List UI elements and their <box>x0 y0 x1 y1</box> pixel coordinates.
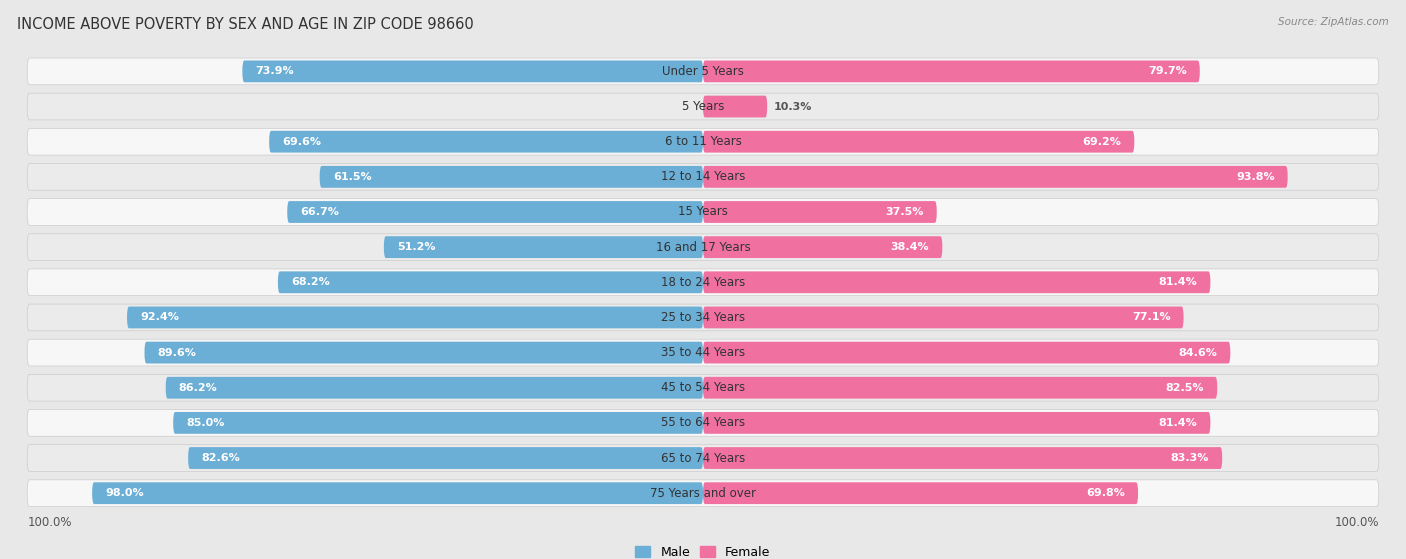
FancyBboxPatch shape <box>27 269 1379 296</box>
Text: 84.6%: 84.6% <box>1178 348 1218 358</box>
FancyBboxPatch shape <box>27 375 1379 401</box>
Text: 45 to 54 Years: 45 to 54 Years <box>661 381 745 394</box>
Text: 89.6%: 89.6% <box>157 348 197 358</box>
Text: 25 to 34 Years: 25 to 34 Years <box>661 311 745 324</box>
FancyBboxPatch shape <box>703 272 1211 293</box>
Text: 69.2%: 69.2% <box>1083 137 1121 146</box>
FancyBboxPatch shape <box>27 129 1379 155</box>
Text: 86.2%: 86.2% <box>179 383 218 393</box>
FancyBboxPatch shape <box>319 166 703 188</box>
Text: INCOME ABOVE POVERTY BY SEX AND AGE IN ZIP CODE 98660: INCOME ABOVE POVERTY BY SEX AND AGE IN Z… <box>17 17 474 32</box>
Text: Under 5 Years: Under 5 Years <box>662 65 744 78</box>
Text: 6 to 11 Years: 6 to 11 Years <box>665 135 741 148</box>
FancyBboxPatch shape <box>703 306 1184 328</box>
Text: 98.0%: 98.0% <box>105 488 143 498</box>
Text: 82.6%: 82.6% <box>201 453 240 463</box>
FancyBboxPatch shape <box>27 410 1379 436</box>
FancyBboxPatch shape <box>703 201 936 223</box>
Text: 82.5%: 82.5% <box>1166 383 1204 393</box>
FancyBboxPatch shape <box>703 60 1199 82</box>
Text: 65 to 74 Years: 65 to 74 Years <box>661 452 745 465</box>
FancyBboxPatch shape <box>27 58 1379 85</box>
FancyBboxPatch shape <box>27 445 1379 471</box>
Text: 35 to 44 Years: 35 to 44 Years <box>661 346 745 359</box>
FancyBboxPatch shape <box>27 198 1379 225</box>
Text: 18 to 24 Years: 18 to 24 Years <box>661 276 745 289</box>
Text: 77.1%: 77.1% <box>1132 312 1170 323</box>
Text: 38.4%: 38.4% <box>890 242 929 252</box>
FancyBboxPatch shape <box>27 93 1379 120</box>
Text: 37.5%: 37.5% <box>886 207 924 217</box>
FancyBboxPatch shape <box>27 304 1379 331</box>
FancyBboxPatch shape <box>27 339 1379 366</box>
Text: 81.4%: 81.4% <box>1159 277 1198 287</box>
FancyBboxPatch shape <box>703 412 1211 434</box>
FancyBboxPatch shape <box>703 131 1135 153</box>
Text: 51.2%: 51.2% <box>396 242 436 252</box>
Text: 55 to 64 Years: 55 to 64 Years <box>661 416 745 429</box>
FancyBboxPatch shape <box>703 447 1222 469</box>
Text: 73.9%: 73.9% <box>256 67 294 77</box>
Text: 15 Years: 15 Years <box>678 206 728 219</box>
FancyBboxPatch shape <box>166 377 703 399</box>
Text: 61.5%: 61.5% <box>333 172 371 182</box>
FancyBboxPatch shape <box>27 163 1379 190</box>
Text: 75 Years and over: 75 Years and over <box>650 487 756 500</box>
FancyBboxPatch shape <box>27 234 1379 260</box>
Text: 100.0%: 100.0% <box>1334 516 1379 529</box>
Text: 68.2%: 68.2% <box>291 277 330 287</box>
Text: 100.0%: 100.0% <box>27 516 72 529</box>
FancyBboxPatch shape <box>703 482 1137 504</box>
FancyBboxPatch shape <box>242 60 703 82</box>
Text: 10.3%: 10.3% <box>773 102 813 112</box>
FancyBboxPatch shape <box>287 201 703 223</box>
FancyBboxPatch shape <box>703 236 942 258</box>
Text: 12 to 14 Years: 12 to 14 Years <box>661 170 745 183</box>
FancyBboxPatch shape <box>188 447 703 469</box>
FancyBboxPatch shape <box>703 166 1288 188</box>
Text: 81.4%: 81.4% <box>1159 418 1198 428</box>
FancyBboxPatch shape <box>703 342 1230 363</box>
Legend: Male, Female: Male, Female <box>630 541 776 559</box>
Text: Source: ZipAtlas.com: Source: ZipAtlas.com <box>1278 17 1389 27</box>
Text: 69.8%: 69.8% <box>1085 488 1125 498</box>
FancyBboxPatch shape <box>93 482 703 504</box>
FancyBboxPatch shape <box>145 342 703 363</box>
FancyBboxPatch shape <box>127 306 703 328</box>
FancyBboxPatch shape <box>703 377 1218 399</box>
FancyBboxPatch shape <box>278 272 703 293</box>
FancyBboxPatch shape <box>173 412 703 434</box>
FancyBboxPatch shape <box>703 96 768 117</box>
Text: 92.4%: 92.4% <box>141 312 179 323</box>
FancyBboxPatch shape <box>384 236 703 258</box>
Text: 5 Years: 5 Years <box>682 100 724 113</box>
Text: 79.7%: 79.7% <box>1147 67 1187 77</box>
FancyBboxPatch shape <box>27 480 1379 506</box>
Text: 93.8%: 93.8% <box>1236 172 1275 182</box>
Text: 83.3%: 83.3% <box>1171 453 1209 463</box>
Text: 69.6%: 69.6% <box>283 137 322 146</box>
Text: 16 and 17 Years: 16 and 17 Years <box>655 240 751 254</box>
Text: 66.7%: 66.7% <box>301 207 339 217</box>
Text: 85.0%: 85.0% <box>186 418 225 428</box>
FancyBboxPatch shape <box>269 131 703 153</box>
